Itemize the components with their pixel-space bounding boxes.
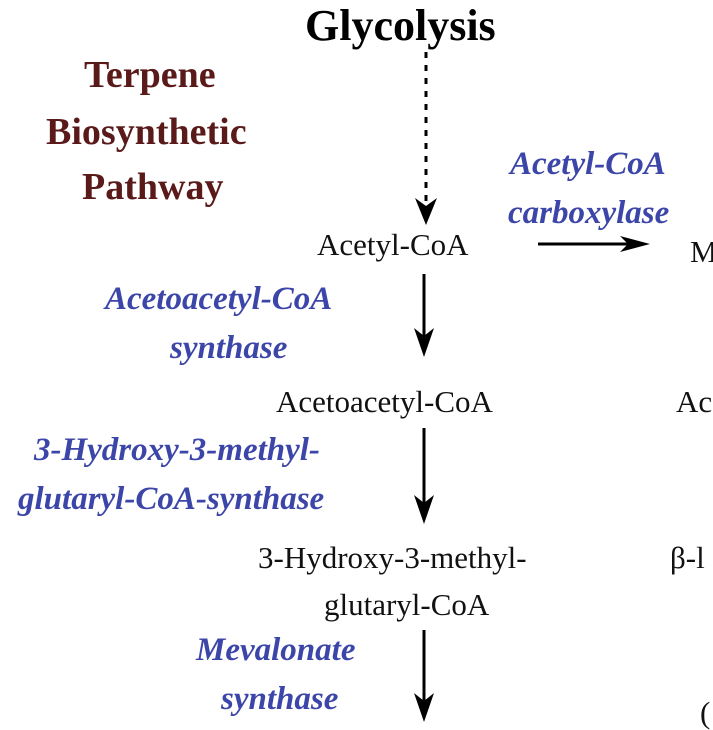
enzyme-acetyl-coa-carboxylase-line1: Acetyl-CoA <box>510 148 666 181</box>
enzyme-acetoacetyl-coa-synthase-line1: Acetoacetyl-CoA <box>105 283 332 316</box>
compound-acetoacetyl-coa: Acetoacetyl-CoA <box>276 386 493 417</box>
pathway-title-line1: Terpene <box>84 56 216 94</box>
pathway-title-line2: Biosynthetic <box>46 113 247 151</box>
pathway-title-line3: Pathway <box>82 168 223 206</box>
enzyme-hmg-coa-synthase-line1: 3-Hydroxy-3-methyl- <box>34 434 320 467</box>
enzyme-acetoacetyl-coa-synthase-line2: synthase <box>170 332 287 365</box>
compound-hmg-coa-line1: 3-Hydroxy-3-methyl- <box>258 542 527 573</box>
cropped-label-m: M <box>690 236 713 267</box>
enzyme-mevalonate-synthase-line2: synthase <box>221 683 338 716</box>
cropped-label-ac: Ac <box>676 386 712 417</box>
compound-acetyl-coa: Acetyl-CoA <box>317 229 469 260</box>
cropped-label-paren: ( <box>700 697 710 728</box>
enzyme-hmg-coa-synthase-line2: glutaryl-CoA-synthase <box>18 483 324 516</box>
enzyme-mevalonate-synthase-line1: Mevalonate <box>196 634 355 667</box>
enzyme-acetyl-coa-carboxylase-line2: carboxylase <box>508 197 669 230</box>
glycolysis-title: Glycolysis <box>305 4 496 48</box>
cropped-label-beta: β-l <box>670 542 705 573</box>
compound-hmg-coa-line2: glutaryl-CoA <box>324 589 489 620</box>
dotted-arrow-head <box>415 198 437 225</box>
